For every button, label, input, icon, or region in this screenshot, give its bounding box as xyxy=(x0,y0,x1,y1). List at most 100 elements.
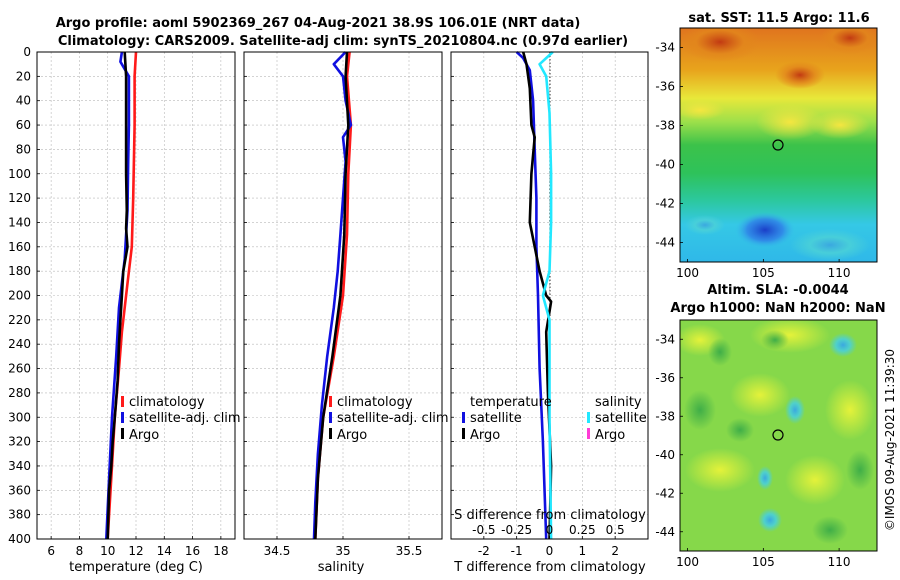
map-y-tick-label: -42 xyxy=(655,486,675,500)
depth-tick-label: 0 xyxy=(23,45,31,59)
legend-swatch-argo xyxy=(121,428,124,439)
legend-t-argo: Argo xyxy=(470,428,500,443)
legend-argo: Argo xyxy=(337,428,367,443)
depth-tick-label: 80 xyxy=(16,142,31,156)
legend-argo: Argo xyxy=(129,428,159,443)
x-tick-label: -1 xyxy=(511,544,523,558)
legend-swatch-satellite xyxy=(121,412,124,423)
x-tick-label: 12 xyxy=(128,544,143,558)
map-x-tick-label: 100 xyxy=(676,555,699,569)
depth-tick-label: 120 xyxy=(8,191,31,205)
sst-map-ticks: 100 105 110 -34 -36 -38 -40 -42 -44 xyxy=(655,41,850,281)
map-y-tick-label: -34 xyxy=(655,332,675,346)
sla-heatmap xyxy=(680,320,877,551)
map-x-tick-label: 105 xyxy=(752,555,775,569)
sst-heatmap xyxy=(680,28,877,262)
depth-tick-label: 240 xyxy=(8,337,31,351)
sla-map-frame xyxy=(679,319,878,552)
series-line-s-satellite xyxy=(538,51,554,540)
map-y-tick-label: -40 xyxy=(655,448,675,462)
temperature-grid xyxy=(37,51,235,540)
sla-argo-marker xyxy=(772,429,784,441)
depth-tick-label: 400 xyxy=(8,532,31,546)
x-tick-label: 10 xyxy=(100,544,115,558)
temperature-panel: 6 8 10 12 14 16 18 0 20 40 60 80 100 120 140 160 180 200… xyxy=(8,45,241,575)
series-line-argo xyxy=(314,51,350,540)
depth-tick-label: 220 xyxy=(8,313,31,327)
map-y-tick-label: -34 xyxy=(655,41,675,55)
sla-map-ticks: 100 105 110 -34 -36 -38 -40 -42 -44 xyxy=(655,332,850,569)
imos-credit: ©IMOS 09-Aug-2021 11:39:30 xyxy=(883,349,897,531)
top-tick-label: -0.25 xyxy=(501,523,532,537)
x-tick-label: 16 xyxy=(185,544,200,558)
map-y-tick-label: -40 xyxy=(655,158,675,172)
legend-s-satellite: satellite xyxy=(595,411,647,426)
depth-tick-label: 300 xyxy=(8,410,31,424)
temperature-xlabel: temperature (deg C) xyxy=(69,560,203,575)
x-tick-label: 0 xyxy=(546,544,554,558)
map-y-tick-label: -44 xyxy=(655,236,675,250)
depth-tick-label: 40 xyxy=(16,94,31,108)
x-tick-label: 2 xyxy=(611,544,619,558)
legend-swatch-argo xyxy=(329,428,332,439)
top-tick-label: 0 xyxy=(546,523,554,537)
legend-swatch-s-argo xyxy=(587,428,590,439)
x-tick-label: 35 xyxy=(335,544,350,558)
map-x-tick-label: 105 xyxy=(752,266,775,280)
x-tick-label: 6 xyxy=(47,544,55,558)
legend-swatch-s-satellite xyxy=(587,412,590,423)
difference-ticks: -2 -1 0 1 2 -0.5 -0.25 0 0.25 0.5 xyxy=(451,51,625,558)
salinity-lines xyxy=(312,51,353,540)
salinity-legend: climatology satellite-adj. clim Argo xyxy=(329,395,449,443)
sla-map: Altim. SLA: -0.0044 Argo h1000: NaN h200… xyxy=(655,283,885,569)
depth-tick-label: 200 xyxy=(8,289,31,303)
series-line-satellite-adj-clim xyxy=(312,51,353,540)
title-line-2: Climatology: CARS2009. Satellite-adj cli… xyxy=(58,34,628,49)
depth-tick-label: 180 xyxy=(8,264,31,278)
temperature-ticks: 6 8 10 12 14 16 18 xyxy=(37,51,228,558)
depth-tick-label: 340 xyxy=(8,459,31,473)
map-x-tick-label: 110 xyxy=(828,555,851,569)
legend-t-satellite: satellite xyxy=(470,411,522,426)
depth-tick-label: 320 xyxy=(8,435,31,449)
salinity-ticks: 34.5 35 35.5 xyxy=(244,51,422,558)
x-tick-label: 1 xyxy=(579,544,587,558)
depth-tick-label: 100 xyxy=(8,167,31,181)
top-tick-label: 0.5 xyxy=(606,523,625,537)
x-tick-label: 14 xyxy=(157,544,172,558)
depth-tick-label: 60 xyxy=(16,118,31,132)
legend-swatch-t-argo xyxy=(462,428,465,439)
legend-swatch-climatology xyxy=(121,396,124,407)
map-y-tick-label: -36 xyxy=(655,80,675,94)
legend-satellite: satellite-adj. clim xyxy=(129,411,241,426)
map-x-tick-label: 110 xyxy=(828,266,851,280)
legend-swatch-climatology xyxy=(329,396,332,407)
series-line-argo xyxy=(106,51,129,540)
map-y-tick-label: -38 xyxy=(655,119,675,133)
sst-map-title: sat. SST: 11.5 Argo: 11.6 xyxy=(688,11,869,26)
temperature-legend: climatology satellite-adj. clim Argo xyxy=(121,395,241,443)
series-line-t-argo xyxy=(521,51,553,540)
x-tick-label: 34.5 xyxy=(264,544,291,558)
legend-temperature-title: temperature xyxy=(470,395,552,410)
map-x-tick-label: 100 xyxy=(676,266,699,280)
depth-tick-label: 280 xyxy=(8,386,31,400)
depth-tick-label: 360 xyxy=(8,483,31,497)
salinity-panel: 34.5 35 35.5 salinity climatology satellit… xyxy=(243,51,449,575)
legend-swatch-t-satellite xyxy=(462,412,465,423)
depth-tick-label: 160 xyxy=(8,240,31,254)
difference-legend: temperature satellite Argo salinity sate… xyxy=(462,395,647,443)
sst-map-frame xyxy=(679,27,878,263)
legend-satellite: satellite-adj. clim xyxy=(337,411,449,426)
sla-map-title: Altim. SLA: -0.0044 xyxy=(707,283,848,298)
map-y-tick-label: -36 xyxy=(655,371,675,385)
temperature-lines xyxy=(105,51,138,540)
map-y-tick-label: -38 xyxy=(655,409,675,423)
depth-tick-labels: 0 20 40 60 80 100 120 140 160 180 200 220 240 260 280 3… xyxy=(8,45,31,546)
top-tick-label: 0.25 xyxy=(569,523,596,537)
map-y-tick-label: -44 xyxy=(655,525,675,539)
difference-xlabel: T difference from climatology xyxy=(453,560,646,575)
depth-tick-label: 20 xyxy=(16,69,31,83)
x-tick-label: 8 xyxy=(76,544,84,558)
